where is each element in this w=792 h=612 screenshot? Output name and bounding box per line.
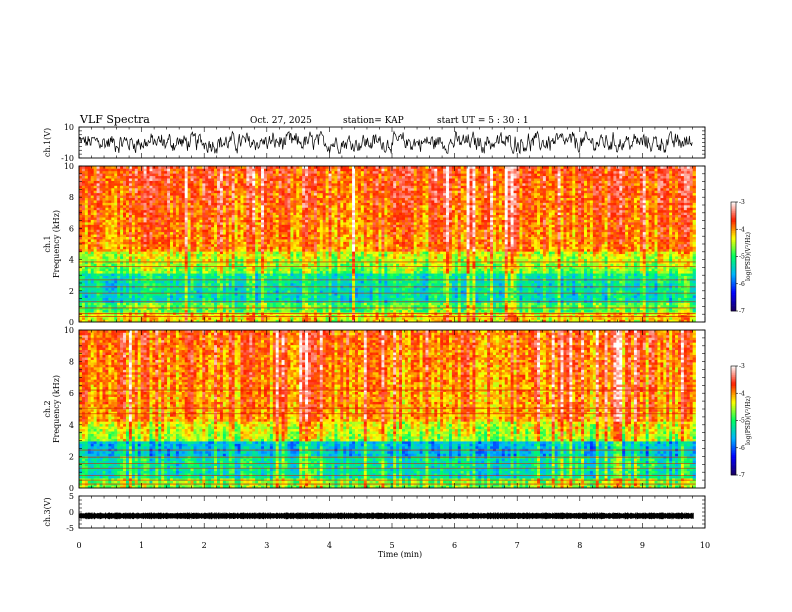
y-axis-label: ch.1(V) bbox=[43, 128, 52, 157]
x-tick-label: 0 bbox=[76, 541, 81, 550]
y-axis-label: Frequency (kHz) bbox=[52, 210, 61, 278]
x-tick-label: 2 bbox=[202, 541, 207, 550]
y-tick-label: 2 bbox=[69, 452, 74, 461]
colorbar-tick-label: -3 bbox=[739, 363, 745, 370]
colorbar-tick-label: -7 bbox=[739, 472, 745, 479]
y-tick-label: 5 bbox=[69, 492, 74, 501]
time-axis: 0 1 2 3 4 5 6 7 8 9 10 bbox=[76, 541, 710, 550]
y-axis-label: ch.3(V) bbox=[43, 497, 52, 526]
y-axis-label: ch.1 bbox=[43, 235, 52, 252]
y-tick-label: 6 bbox=[69, 224, 74, 233]
colorbar-label: log(PSD)(V²/Hz) bbox=[745, 232, 752, 281]
colorbar-tick-label: -7 bbox=[739, 308, 745, 315]
y-tick-label: 6 bbox=[69, 389, 74, 398]
spectrogram-cells bbox=[79, 330, 696, 488]
header-station: station= KAP bbox=[343, 116, 404, 126]
y-tick-label: 4 bbox=[69, 421, 74, 430]
x-tick-label: 8 bbox=[577, 541, 582, 550]
y-tick-label: 8 bbox=[69, 358, 74, 367]
ch3-waveform-panel: 5 0 -5 ch.3(V) bbox=[43, 492, 705, 533]
colorbar-label: log(PSD)(V²/Hz) bbox=[745, 396, 752, 445]
colorbar-tick-label: -3 bbox=[739, 199, 745, 206]
x-axis-label: Time (min) bbox=[378, 550, 422, 559]
y-tick-label: 10 bbox=[64, 326, 74, 335]
x-tick-label: 7 bbox=[515, 541, 520, 550]
y-tick-label: -5 bbox=[66, 524, 74, 533]
y-tick-label: 10 bbox=[64, 123, 74, 132]
header-date: Oct. 27, 2025 bbox=[250, 116, 312, 126]
figure-title: VLF Spectra bbox=[79, 113, 150, 126]
ch1-waveform-line bbox=[79, 132, 692, 154]
y-tick-label: 10 bbox=[64, 162, 74, 171]
x-tick-label: 4 bbox=[327, 541, 332, 550]
x-tick-label: 3 bbox=[264, 541, 269, 550]
header-start-ut: start UT = 5 : 30 : 1 bbox=[437, 116, 529, 126]
y-tick-label: 0 bbox=[69, 508, 74, 517]
x-tick-label: 9 bbox=[640, 541, 645, 550]
ch3-waveform-line bbox=[79, 512, 693, 519]
spectrogram-cells bbox=[79, 166, 696, 322]
x-tick-label: 1 bbox=[139, 541, 144, 550]
y-tick-label: 4 bbox=[69, 256, 74, 265]
x-tick-label: 6 bbox=[452, 541, 457, 550]
y-axis-label: Frequency (kHz) bbox=[52, 375, 61, 443]
x-tick-label: 10 bbox=[700, 541, 710, 550]
y-tick-label: 2 bbox=[69, 287, 74, 296]
y-tick-label: 8 bbox=[69, 193, 74, 202]
x-tick-label: 5 bbox=[389, 541, 394, 550]
y-axis-label: ch.2 bbox=[43, 400, 52, 417]
